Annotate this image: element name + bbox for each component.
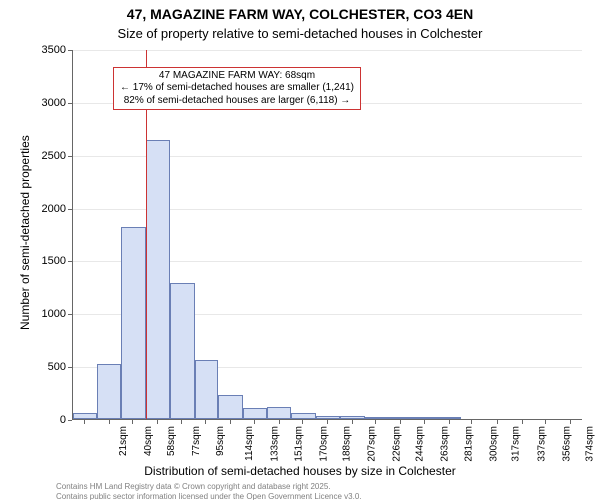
x-tick-label: 77sqm bbox=[191, 426, 202, 456]
x-tick-label: 337sqm bbox=[537, 426, 548, 462]
x-tick-mark bbox=[230, 420, 231, 424]
y-tick-mark bbox=[68, 420, 72, 421]
histogram-bar bbox=[365, 417, 389, 419]
x-tick-label: 244sqm bbox=[415, 426, 426, 462]
x-tick-label: 207sqm bbox=[367, 426, 378, 462]
x-tick-label: 114sqm bbox=[244, 426, 255, 461]
annotation-box: 47 MAGAZINE FARM WAY: 68sqm ← 17% of sem… bbox=[113, 67, 361, 111]
x-tick-label: 21sqm bbox=[118, 426, 129, 456]
x-tick-mark bbox=[157, 420, 158, 424]
x-tick-mark bbox=[522, 420, 523, 424]
plot-area: 47 MAGAZINE FARM WAY: 68sqm ← 17% of sem… bbox=[72, 50, 582, 420]
x-tick-mark bbox=[400, 420, 401, 424]
x-tick-label: 374sqm bbox=[585, 426, 596, 462]
annotation-line-3: 82% of semi-detached houses are larger (… bbox=[120, 95, 354, 108]
histogram-bar bbox=[437, 417, 462, 419]
x-tick-mark bbox=[327, 420, 328, 424]
title-line-1: 47, MAGAZINE FARM WAY, COLCHESTER, CO3 4… bbox=[0, 6, 600, 22]
x-tick-mark bbox=[352, 420, 353, 424]
histogram-bar bbox=[243, 408, 267, 419]
x-tick-mark bbox=[570, 420, 571, 424]
x-tick-label: 356sqm bbox=[561, 426, 572, 462]
y-tick-label: 3500 bbox=[16, 44, 66, 56]
x-tick-mark bbox=[449, 420, 450, 424]
histogram-bar bbox=[316, 416, 340, 419]
credit-line-1: Contains HM Land Registry data © Crown c… bbox=[56, 482, 331, 491]
x-tick-label: 151sqm bbox=[293, 426, 304, 462]
x-tick-label: 226sqm bbox=[391, 426, 402, 462]
x-tick-label: 300sqm bbox=[488, 426, 499, 462]
histogram-bar bbox=[97, 364, 122, 419]
x-tick-label: 188sqm bbox=[342, 426, 353, 462]
annotation-line-2: ← 17% of semi-detached houses are smalle… bbox=[120, 82, 354, 95]
x-tick-mark bbox=[205, 420, 206, 424]
histogram-bar bbox=[170, 283, 195, 419]
histogram-bar bbox=[121, 227, 146, 419]
y-tick-label: 0 bbox=[16, 414, 66, 426]
x-tick-mark bbox=[254, 420, 255, 424]
x-tick-mark bbox=[545, 420, 546, 424]
x-tick-label: 281sqm bbox=[463, 426, 474, 462]
histogram-bar bbox=[291, 413, 316, 419]
x-tick-label: 58sqm bbox=[166, 426, 177, 456]
x-tick-mark bbox=[302, 420, 303, 424]
x-tick-mark bbox=[497, 420, 498, 424]
histogram-bar bbox=[218, 395, 243, 419]
x-tick-mark bbox=[424, 420, 425, 424]
x-tick-label: 263sqm bbox=[440, 426, 451, 462]
x-axis-label: Distribution of semi-detached houses by … bbox=[0, 464, 600, 478]
x-tick-mark bbox=[471, 420, 472, 424]
x-tick-label: 95sqm bbox=[215, 426, 226, 456]
y-tick-label: 500 bbox=[16, 361, 66, 373]
y-tick-label: 1500 bbox=[16, 255, 66, 267]
x-tick-mark bbox=[181, 420, 182, 424]
histogram-bar bbox=[195, 360, 219, 419]
histogram-bar bbox=[388, 417, 413, 419]
gridline bbox=[73, 50, 582, 51]
x-tick-label: 40sqm bbox=[143, 426, 154, 456]
histogram-bar bbox=[146, 140, 170, 419]
y-tick-label: 3000 bbox=[16, 97, 66, 109]
x-tick-label: 170sqm bbox=[318, 426, 329, 462]
annotation-line-1: 47 MAGAZINE FARM WAY: 68sqm bbox=[120, 70, 354, 83]
histogram-bar bbox=[340, 416, 365, 419]
x-tick-label: 133sqm bbox=[270, 426, 281, 462]
histogram-bar bbox=[267, 407, 292, 419]
y-tick-label: 1000 bbox=[16, 308, 66, 320]
histogram-bar bbox=[413, 417, 437, 419]
credit-line-2: Contains public sector information licen… bbox=[56, 492, 362, 500]
y-tick-label: 2000 bbox=[16, 203, 66, 215]
title-line-2: Size of property relative to semi-detach… bbox=[0, 26, 600, 41]
x-tick-mark bbox=[84, 420, 85, 424]
x-tick-mark bbox=[132, 420, 133, 424]
x-tick-mark bbox=[279, 420, 280, 424]
y-tick-label: 2500 bbox=[16, 150, 66, 162]
x-tick-label: 317sqm bbox=[510, 426, 521, 462]
x-tick-mark bbox=[375, 420, 376, 424]
histogram-bar bbox=[73, 413, 97, 419]
x-tick-mark bbox=[109, 420, 110, 424]
chart-container: 47, MAGAZINE FARM WAY, COLCHESTER, CO3 4… bbox=[0, 0, 600, 500]
y-axis-label: Number of semi-detached properties bbox=[18, 135, 32, 330]
